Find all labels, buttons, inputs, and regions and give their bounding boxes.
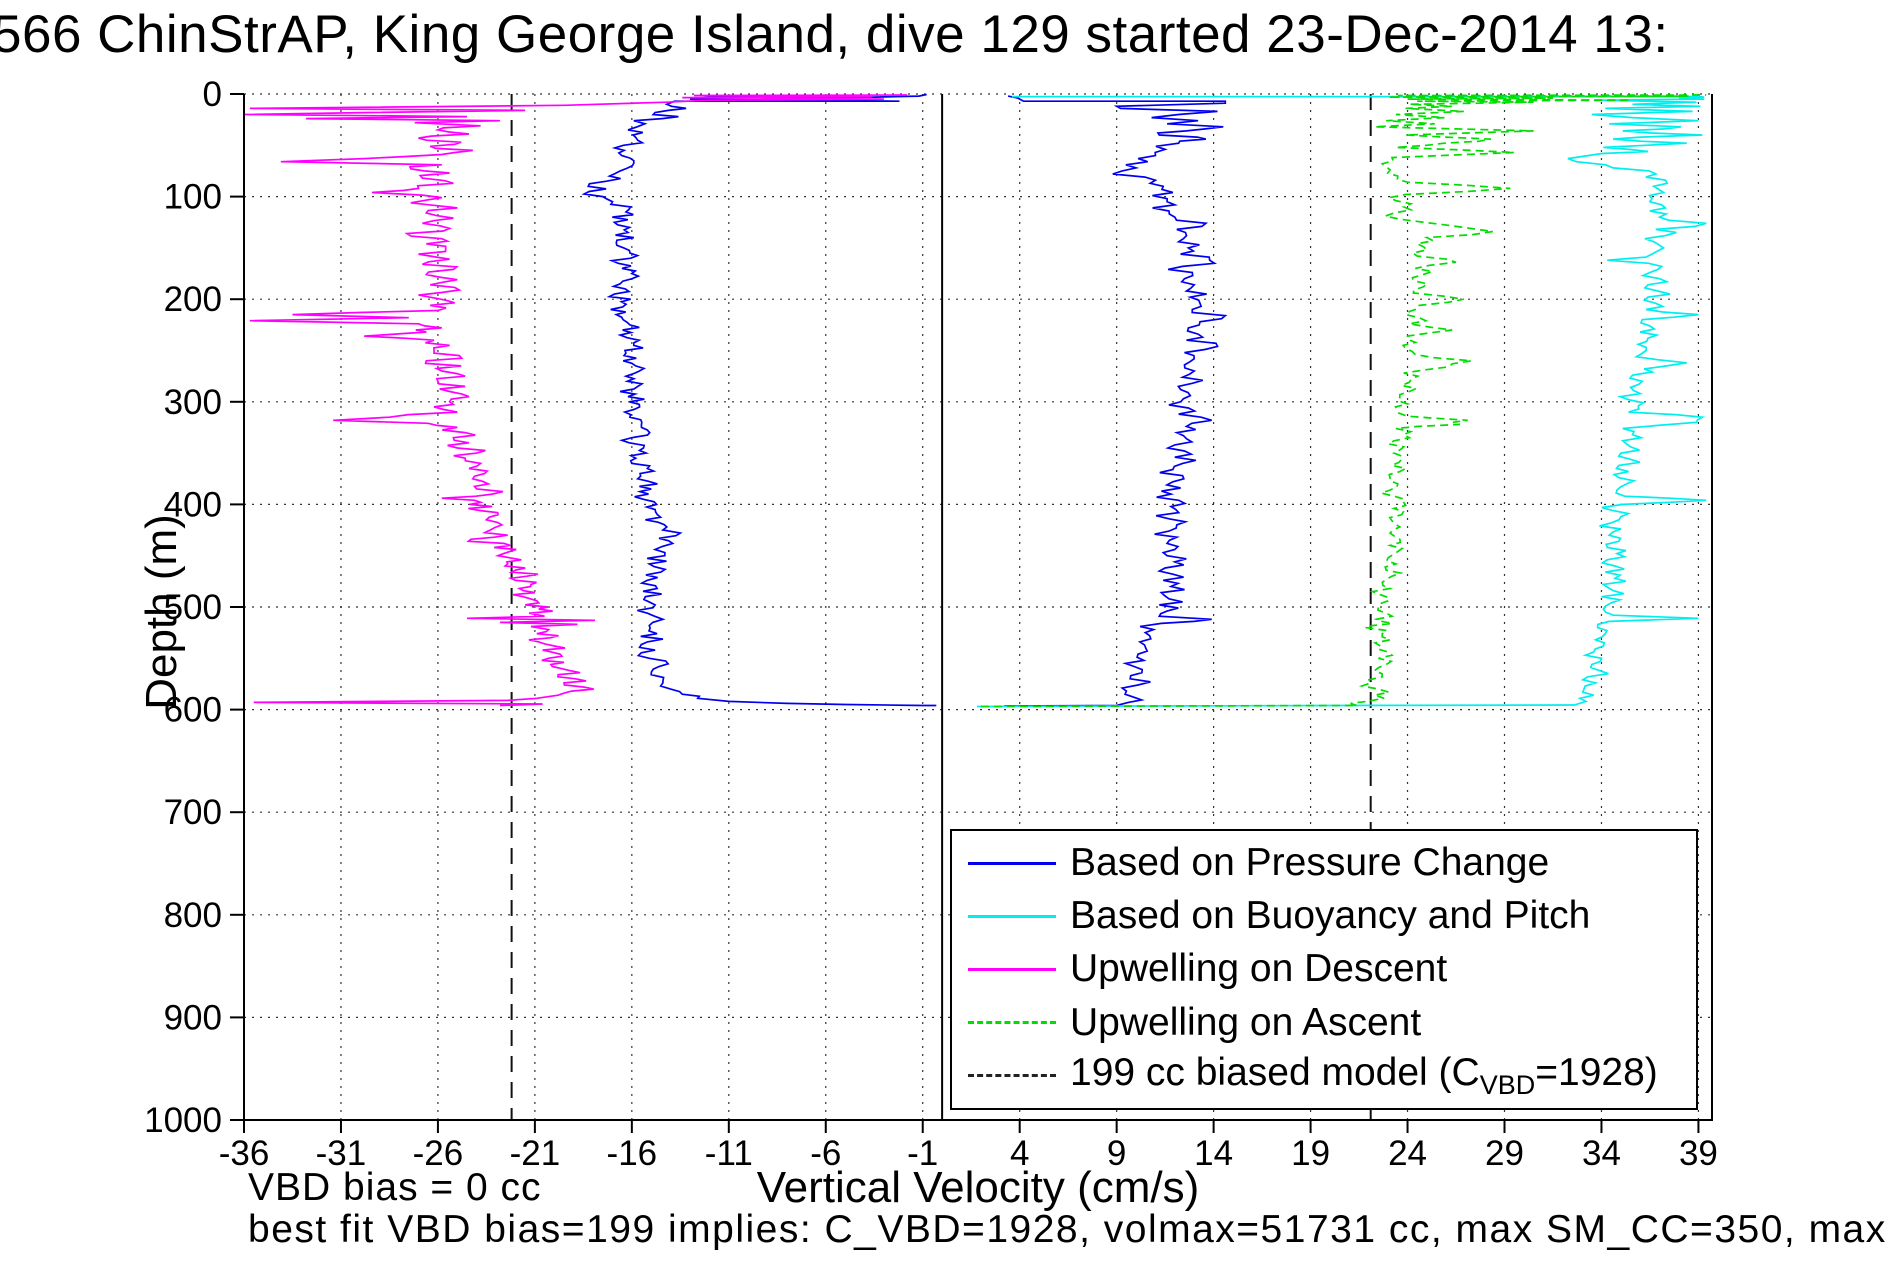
x-tick-label: -31 [316, 1134, 367, 1173]
y-tick-label: 500 [164, 588, 222, 627]
y-tick-label: 800 [164, 896, 222, 935]
x-tick-label: 14 [1194, 1134, 1233, 1173]
x-tick-label: -11 [705, 1134, 753, 1173]
x-tick-label: -26 [413, 1134, 464, 1173]
series-pressure-change-descent [581, 93, 937, 707]
series-upwelling-ascent [980, 94, 1707, 708]
legend-line-sample [968, 1021, 1056, 1025]
legend-line-sample [968, 861, 1056, 865]
legend-line-sample [968, 1074, 1056, 1078]
y-tick-label: 1000 [144, 1101, 222, 1140]
x-tick-label: 34 [1582, 1134, 1621, 1173]
x-tick-label: -1 [907, 1134, 938, 1173]
legend-line-sample [968, 967, 1056, 971]
y-tick-label: 600 [164, 691, 222, 730]
y-tick-label: 400 [164, 485, 222, 524]
y-tick-label: 200 [164, 280, 222, 319]
legend-label: Upwelling on Descent [1070, 947, 1448, 991]
x-axis-label: Vertical Velocity (cm/s) [756, 1163, 1200, 1212]
legend-entry: Upwelling on Descent [952, 944, 1696, 994]
series-pressure-change-ascent [1004, 95, 1228, 707]
legend-label: Based on Pressure Change [1070, 841, 1550, 885]
x-tick-label: -16 [607, 1134, 658, 1173]
x-tick-label: -6 [810, 1134, 841, 1173]
x-tick-label: 39 [1679, 1134, 1718, 1173]
y-tick-label: 900 [164, 998, 222, 1037]
x-tick-label: -36 [219, 1134, 270, 1173]
y-tick-label: 700 [164, 793, 222, 832]
legend: Based on Pressure Change Based on Buoyanc… [950, 829, 1698, 1110]
y-tick-label: 300 [164, 383, 222, 422]
x-tick-label: 19 [1291, 1134, 1330, 1173]
y-axis-label: Depth (m) [137, 514, 186, 710]
x-tick-label: 9 [1107, 1134, 1126, 1173]
vbd-bias-annotation: VBD bias = 0 cc [248, 1166, 542, 1209]
y-tick-label: 100 [164, 178, 222, 217]
legend-label: 199 cc biased model (CVBD=1928) [1070, 1050, 1658, 1100]
legend-entry: Based on Pressure Change [952, 838, 1696, 888]
legend-entry: Upwelling on Ascent [952, 998, 1696, 1048]
x-tick-label: 29 [1485, 1134, 1524, 1173]
plot-title: 566 ChinStrAP, King George Island, dive … [0, 5, 1669, 64]
legend-label: Based on Buoyancy and Pitch [1070, 894, 1591, 938]
y-tick-label: 0 [203, 75, 222, 114]
x-tick-label: 4 [1010, 1134, 1029, 1173]
legend-label: Upwelling on Ascent [1070, 1000, 1422, 1044]
x-tick-label: 24 [1388, 1134, 1427, 1173]
legend-line-sample [968, 914, 1056, 918]
best-fit-annotation: best fit VBD bias=199 implies: C_VBD=192… [248, 1208, 1891, 1251]
x-tick-label: -21 [510, 1134, 561, 1173]
legend-entry: Based on Buoyancy and Pitch [952, 891, 1696, 941]
series-buoyancy-pitch-ascent [976, 95, 1707, 708]
series-upwelling-descent [244, 94, 908, 707]
legend-entry: 199 cc biased model (CVBD=1928) [952, 1051, 1696, 1101]
